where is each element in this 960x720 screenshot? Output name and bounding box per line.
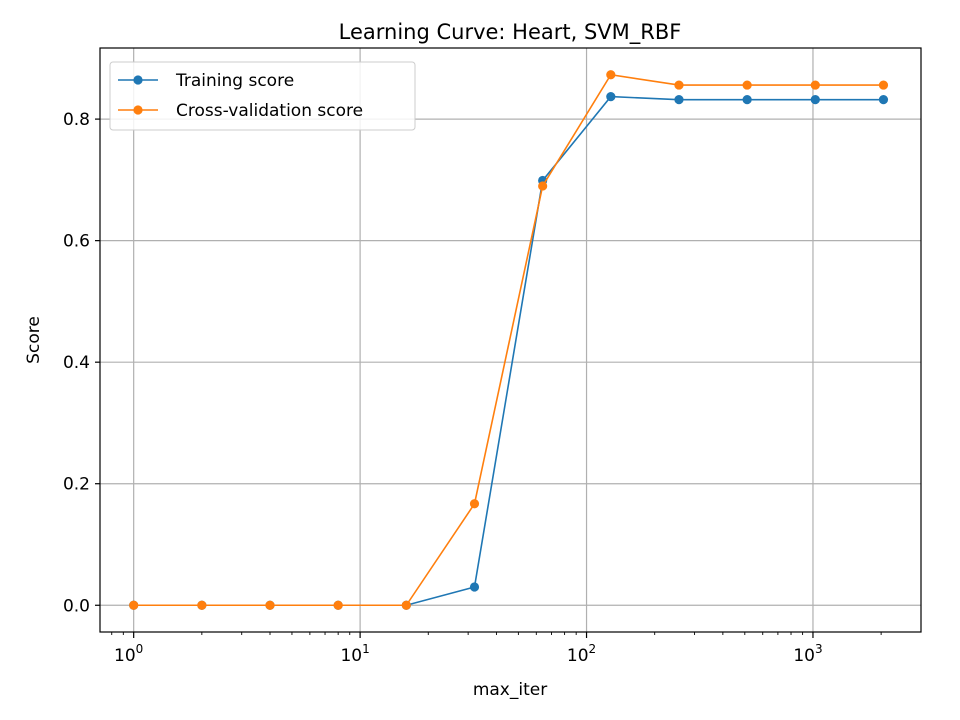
series-1-point-0	[129, 600, 139, 610]
series-0-point-8	[674, 95, 684, 105]
series-line-1	[133, 73, 884, 607]
series-1-point-3	[333, 600, 343, 610]
series-line-0	[133, 95, 884, 607]
x-tick-label-1: 101	[340, 642, 369, 666]
series-layer	[129, 70, 889, 610]
series-0-point-10	[810, 95, 820, 105]
series-0-point-7	[606, 92, 616, 102]
series-0-point-11	[878, 95, 889, 105]
series-1-point-7	[606, 70, 616, 80]
grid	[100, 48, 921, 632]
legend-marker-1	[133, 105, 143, 115]
x-axis-ticks: 100 101 102 103	[111, 632, 882, 666]
y-tick-label-2: 0.4	[63, 353, 90, 373]
x-tick-label-0: 100	[114, 642, 143, 666]
series-1-point-6	[538, 181, 548, 191]
y-axis-label: Score	[24, 316, 44, 364]
x-axis-label: max_iter	[473, 680, 547, 700]
series-0-point-5	[469, 582, 480, 592]
series-1-point-5	[469, 499, 480, 509]
legend-label-1: Cross-validation score	[176, 101, 363, 121]
series-1-point-4	[401, 600, 411, 610]
series-1-point-11	[878, 80, 889, 90]
series-1-point-9	[742, 80, 752, 90]
legend-box	[109, 61, 416, 131]
series-1-point-10	[810, 80, 820, 90]
y-tick-label-1: 0.2	[63, 475, 90, 495]
series-1-point-8	[674, 80, 684, 90]
series-1-point-1	[197, 600, 207, 610]
y-axis-ticks: 0.0 0.2 0.4 0.6 0.8	[63, 110, 100, 616]
series-0-point-9	[742, 95, 752, 105]
y-tick-label-0: 0.0	[63, 596, 90, 616]
chart-title: Learning Curve: Heart, SVM_RBF	[339, 20, 682, 45]
y-tick-label-3: 0.6	[63, 232, 90, 252]
plot-frame	[99, 47, 922, 633]
legend: Training score Cross-validation score	[109, 61, 416, 131]
x-tick-label-2: 102	[567, 642, 596, 666]
x-tick-label-3: 103	[793, 642, 822, 666]
series-1-point-2	[265, 600, 275, 610]
y-tick-label-4: 0.8	[63, 110, 90, 130]
legend-marker-0	[133, 75, 143, 85]
legend-label-0: Training score	[175, 71, 294, 91]
